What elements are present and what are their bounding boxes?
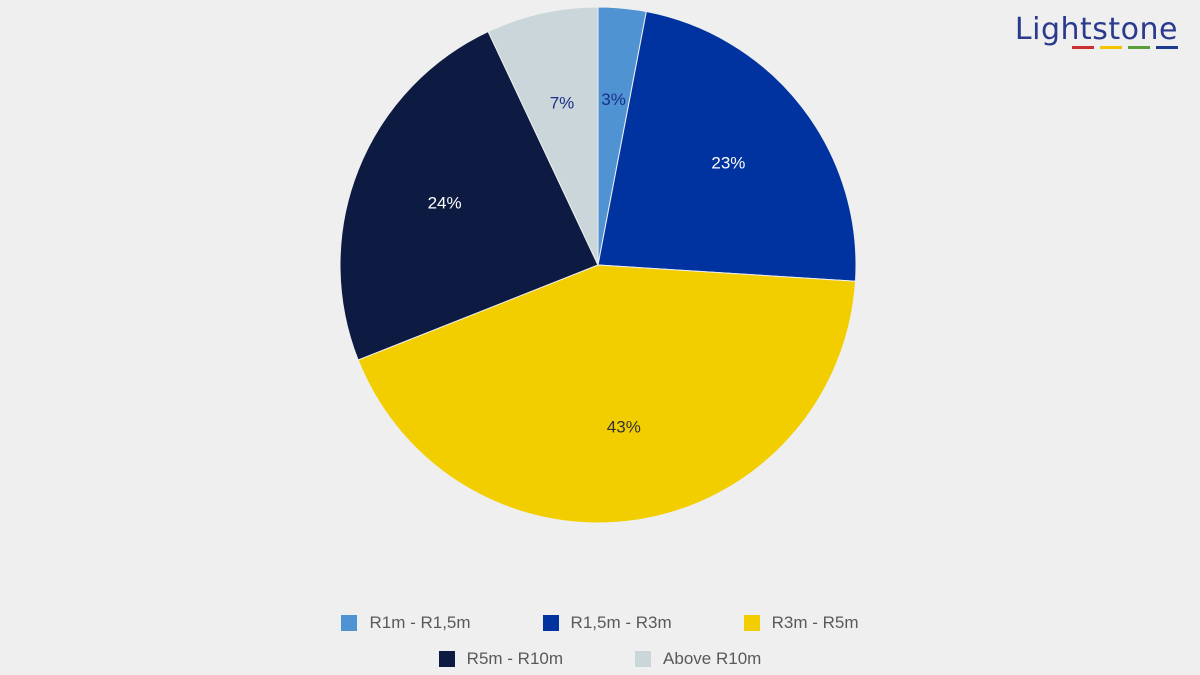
legend-label: R1,5m - R3m — [570, 613, 672, 632]
pie-slice-r3m-r5m — [357, 264, 857, 524]
pie-slice-r1-5m-r3m — [597, 10, 857, 282]
legend-label: Above R10m — [663, 649, 762, 668]
pie-slice-r5m-r10m — [339, 30, 599, 361]
legend-item: Above R10m — [635, 646, 761, 672]
pie-chart: 3% 23% 43% 24% 7% — [339, 6, 857, 524]
legend-swatch — [542, 615, 559, 631]
legend-item: R3m - R5m — [743, 610, 859, 636]
data-label: 3% — [601, 90, 626, 109]
legend-swatch — [743, 615, 760, 631]
pie-slice-above-r10m — [487, 6, 599, 266]
logo-bar-red — [1072, 46, 1094, 49]
data-label: 24% — [428, 194, 462, 213]
logo-text: Lightstone — [1014, 12, 1178, 47]
legend-swatch — [341, 615, 358, 631]
legend-row: R1m - R1,5m R1,5m - R3m R3m - R5m — [0, 610, 1200, 636]
lightstone-logo: Lightstone — [1015, 12, 1178, 49]
legend-item: R5m - R10m — [438, 646, 564, 672]
legend-label: R3m - R5m — [771, 613, 859, 632]
pie-slices — [339, 6, 857, 524]
data-label: 43% — [607, 417, 641, 436]
logo-bar-blue — [1156, 46, 1178, 49]
data-label: 23% — [711, 153, 745, 172]
legend-label: R5m - R10m — [466, 649, 564, 668]
legend-row: R5m - R10m Above R10m — [0, 646, 1200, 672]
legend-item: R1m - R1,5m — [341, 610, 471, 636]
pie-labels: 3% 23% 43% 24% 7% — [428, 90, 746, 436]
legend: R1m - R1,5m R1,5m - R3m R3m - R5m R5m - R1… — [0, 610, 1200, 675]
legend-swatch — [438, 651, 455, 667]
logo-color-bars — [1015, 46, 1178, 49]
legend-item: R1,5m - R3m — [542, 610, 672, 636]
legend-label: R1m - R1,5m — [369, 613, 471, 632]
legend-swatch — [635, 651, 652, 667]
data-label: 7% — [550, 93, 575, 112]
logo-bar-yellow — [1100, 46, 1122, 49]
logo-bar-green — [1128, 46, 1150, 49]
